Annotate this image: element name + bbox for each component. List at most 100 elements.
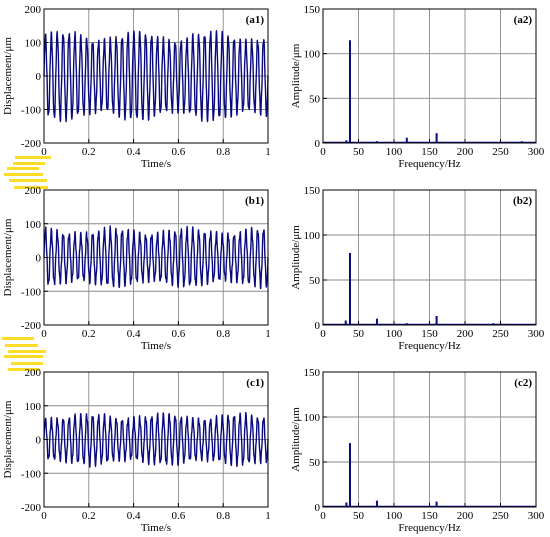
x-tick-label: 0.4	[127, 146, 141, 158]
x-axis-label: Frequency/Hz	[398, 522, 460, 534]
y-tick-label: 100	[304, 230, 321, 242]
y-tick-label: 200	[25, 367, 42, 379]
signal-line	[43, 411, 269, 468]
x-tick-label: 150	[421, 328, 438, 340]
x-tick-label: 150	[421, 510, 438, 522]
x-tick-label: 100	[386, 328, 403, 340]
x-tick-label: 50	[353, 510, 365, 522]
panel-label: (c1)	[246, 377, 264, 389]
artifact-stripe	[14, 186, 48, 189]
x-tick-label: 0.4	[127, 328, 141, 340]
panel-label: (b1)	[245, 195, 264, 207]
x-tick-label: 150	[421, 146, 438, 158]
y-tick-label: -200	[21, 502, 42, 514]
y-tick-label: 150	[304, 367, 321, 379]
y-tick-label: 100	[304, 49, 321, 61]
x-tick-label: 50	[353, 328, 365, 340]
y-tick-label: 50	[309, 457, 321, 469]
grid	[323, 9, 536, 143]
artifact-stripe	[9, 179, 47, 182]
y-tick-label: 150	[304, 4, 321, 16]
x-tick-label: 300	[528, 146, 545, 158]
x-tick-label: 0.6	[172, 328, 186, 340]
panel-label: (a1)	[246, 14, 265, 26]
x-tick-label: 250	[492, 510, 509, 522]
x-tick-label: 300	[528, 510, 545, 522]
artifact-stripe	[5, 344, 38, 347]
panel-c2: 0 50 100 150 200 250 300 150 100 50 0 Frequency/Hz A…	[290, 367, 545, 534]
x-tick-label: 0.6	[172, 146, 186, 158]
x-tick-label: 0.2	[82, 146, 96, 158]
x-tick-label: 200	[457, 146, 474, 158]
panel-label: (c2)	[514, 377, 532, 389]
y-tick-label: -200	[21, 320, 42, 332]
panel-b2: 0 50 100 150 200 250 300 150 100 50 0 Frequency/Hz A…	[290, 185, 545, 352]
y-axis-label: Displacement/μm	[2, 37, 14, 115]
artifact-stripe	[8, 350, 46, 353]
x-axis-label: Time/s	[141, 158, 171, 170]
panel-c1: 0 0.2 0.4 0.6 0.8 1 200 100 0 -100 -200 Time/s Displ…	[2, 337, 271, 534]
grid	[323, 190, 536, 325]
y-tick-label: 0	[36, 71, 42, 83]
signal-line	[43, 30, 269, 123]
x-tick-label: 200	[457, 510, 474, 522]
y-tick-label: -200	[21, 138, 42, 150]
x-tick-label: 0.8	[216, 146, 230, 158]
y-tick-label: 0	[36, 253, 42, 265]
y-tick-label: 0	[315, 320, 321, 332]
y-axis-label: Amplitude/μm	[290, 225, 302, 290]
y-tick-label: 0	[315, 502, 321, 514]
y-axis-label: Displacement/μm	[2, 218, 14, 296]
y-tick-label: -100	[21, 468, 42, 480]
x-tick-label: 0	[320, 510, 326, 522]
y-axis-label: Amplitude/μm	[290, 407, 302, 472]
x-tick-label: 0	[320, 146, 326, 158]
y-tick-label: 100	[25, 38, 42, 50]
signal-line	[43, 225, 269, 290]
artifact-stripe	[11, 362, 43, 365]
x-tick-label: 250	[492, 328, 509, 340]
artifact-stripe	[7, 167, 39, 170]
x-tick-label: 0	[41, 510, 47, 522]
x-tick-label: 0	[320, 328, 326, 340]
x-tick-label: 300	[528, 328, 545, 340]
y-tick-label: 100	[25, 401, 42, 413]
grid	[323, 372, 536, 507]
x-tick-label: 100	[386, 146, 403, 158]
x-axis-label: Time/s	[141, 340, 171, 352]
x-tick-label: 0.2	[82, 510, 96, 522]
x-axis-label: Frequency/Hz	[398, 340, 460, 352]
y-tick-label: 0	[36, 435, 42, 447]
x-tick-label: 0.6	[172, 510, 186, 522]
x-tick-label: 0	[41, 328, 47, 340]
y-tick-label: 100	[304, 412, 321, 424]
y-tick-label: -100	[21, 105, 42, 117]
x-tick-label: 250	[492, 146, 509, 158]
x-tick-label: 0.8	[216, 510, 230, 522]
x-tick-label: 1	[265, 510, 271, 522]
x-tick-label: 1	[265, 328, 271, 340]
x-axis-label: Frequency/Hz	[398, 158, 460, 170]
artifact-stripe	[15, 156, 51, 159]
x-axis-label: Time/s	[141, 522, 171, 534]
panel-a2: 0 50 100 150 200 250 300 150 100 50 0 Frequency/Hz A…	[290, 4, 545, 170]
panel-label: (a2)	[514, 14, 533, 26]
y-tick-label: 50	[309, 275, 321, 287]
x-tick-label: 0.4	[127, 510, 141, 522]
x-tick-label: 0.2	[82, 328, 96, 340]
artifact-stripe	[2, 337, 34, 340]
y-tick-label: 200	[25, 4, 42, 16]
x-tick-label: 50	[353, 146, 365, 158]
x-tick-label: 0.8	[216, 328, 230, 340]
y-tick-label: 200	[25, 185, 42, 197]
x-tick-label: 1	[265, 146, 271, 158]
y-axis-label: Displacement/μm	[2, 400, 14, 478]
panel-a1: 0 0.2 0.4 0.6 0.8 1 200 100 0 -100 -200 Time/s Displ…	[2, 4, 271, 170]
x-tick-label: 100	[386, 510, 403, 522]
artifact-stripe	[13, 162, 45, 165]
y-axis-label: Amplitude/μm	[290, 43, 302, 108]
x-tick-label: 0	[41, 146, 47, 158]
y-tick-label: 100	[25, 219, 42, 231]
artifact-stripe	[4, 173, 43, 176]
